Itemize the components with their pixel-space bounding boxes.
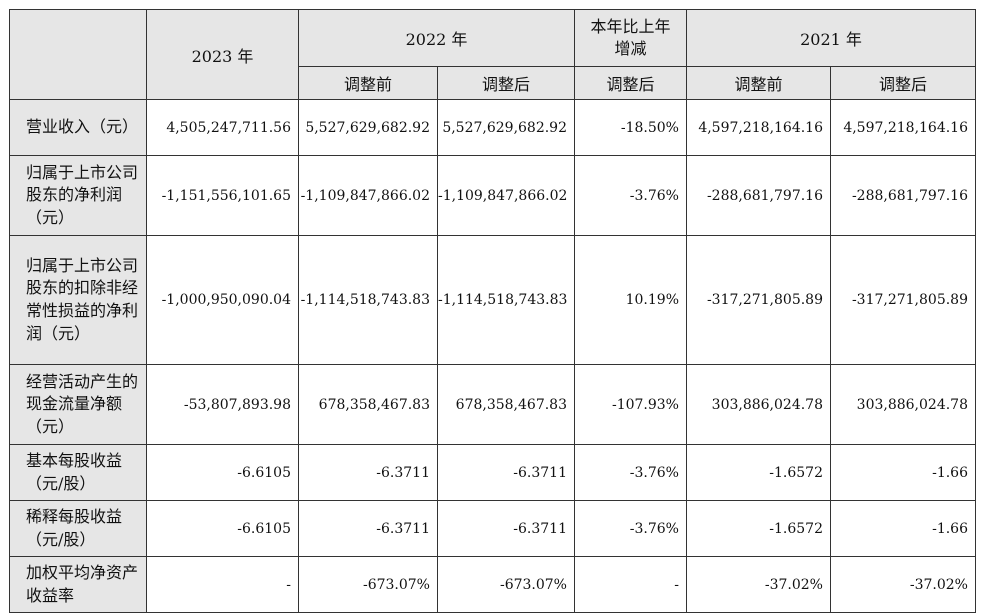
cell-change: -3.76% [574, 155, 687, 236]
cell-2021-before: -37.02% [686, 556, 831, 613]
cell-2021-before: -1.6572 [686, 500, 831, 557]
cell-2023: -1,000,950,090.04 [146, 235, 299, 365]
header-change: 本年比上年增减 [574, 9, 687, 67]
header-2023: 2023 年 [146, 9, 299, 100]
cell-2021-after: 303,886,024.78 [830, 364, 976, 445]
cell-2022-after: -1,114,518,743.83 [437, 235, 575, 365]
header-row-years: 2023 年 2022 年 本年比上年增减 2021 年 [9, 9, 976, 100]
header-2021-after: 调整后 [830, 66, 976, 100]
row-label: 归属于上市公司股东的净利润（元） [9, 155, 147, 236]
cell-2021-before: -1.6572 [686, 444, 831, 501]
cell-2021-after: -288,681,797.16 [830, 155, 976, 236]
header-2021: 2021 年 [686, 9, 976, 67]
cell-2022-before: -6.3711 [298, 500, 438, 557]
cell-2021-before: -317,271,805.89 [686, 235, 831, 365]
cell-2021-after: -1.66 [830, 500, 976, 557]
cell-2021-after: -1.66 [830, 444, 976, 501]
cell-change: -18.50% [574, 99, 687, 156]
table-row: 经营活动产生的现金流量净额（元） -53,807,893.98 678,358,… [9, 364, 976, 445]
cell-change: 10.19% [574, 235, 687, 365]
cell-change: -3.76% [574, 500, 687, 557]
cell-2022-before: -673.07% [298, 556, 438, 613]
cell-change: -3.76% [574, 444, 687, 501]
cell-change: -107.93% [574, 364, 687, 445]
cell-2021-after: -37.02% [830, 556, 976, 613]
cell-2021-before: -288,681,797.16 [686, 155, 831, 236]
cell-2023: -6.6105 [146, 444, 299, 501]
cell-2021-before: 4,597,218,164.16 [686, 99, 831, 156]
cell-2022-after: -6.3711 [437, 500, 575, 557]
row-label: 营业收入（元） [9, 99, 147, 156]
cell-2022-before: 5,527,629,682.92 [298, 99, 438, 156]
cell-2023: -1,151,556,101.65 [146, 155, 299, 236]
cell-2023: 4,505,247,711.56 [146, 99, 299, 156]
table-row: 归属于上市公司股东的扣除非经常性损益的净利润（元） -1,000,950,090… [9, 235, 976, 365]
row-label: 加权平均净资产收益率 [9, 556, 147, 613]
cell-2022-after: 5,527,629,682.92 [437, 99, 575, 156]
cell-2022-after: -6.3711 [437, 444, 575, 501]
header-2021-before: 调整前 [686, 66, 831, 100]
table-row: 稀释每股收益（元/股） -6.6105 -6.3711 -6.3711 -3.7… [9, 500, 976, 557]
table-row: 营业收入（元） 4,505,247,711.56 5,527,629,682.9… [9, 99, 976, 156]
header-corner [9, 9, 147, 100]
cell-2021-before: 303,886,024.78 [686, 364, 831, 445]
header-2022-before: 调整前 [298, 66, 438, 100]
cell-2022-before: -6.3711 [298, 444, 438, 501]
table-row: 归属于上市公司股东的净利润（元） -1,151,556,101.65 -1,10… [9, 155, 976, 236]
financial-summary-table: 2023 年 2022 年 本年比上年增减 2021 年 调整前 调整后 调整后… [9, 9, 976, 613]
cell-2021-after: 4,597,218,164.16 [830, 99, 976, 156]
row-label: 稀释每股收益（元/股） [9, 500, 147, 557]
header-change-after: 调整后 [574, 66, 687, 100]
row-label: 基本每股收益（元/股） [9, 444, 147, 501]
cell-2023: -53,807,893.98 [146, 364, 299, 445]
cell-2023: -6.6105 [146, 500, 299, 557]
table-row: 加权平均净资产收益率 - -673.07% -673.07% - -37.02%… [9, 556, 976, 613]
cell-2022-before: -1,109,847,866.02 [298, 155, 438, 236]
cell-2022-after: -673.07% [437, 556, 575, 613]
row-label: 经营活动产生的现金流量净额（元） [9, 364, 147, 445]
cell-2021-after: -317,271,805.89 [830, 235, 976, 365]
cell-2022-after: -1,109,847,866.02 [437, 155, 575, 236]
header-2022: 2022 年 [298, 9, 575, 67]
header-2022-after: 调整后 [437, 66, 575, 100]
header-row-sub: 调整前 调整后 调整后 调整前 调整后 [10, 66, 976, 100]
cell-2022-before: -1,114,518,743.83 [298, 235, 438, 365]
row-label: 归属于上市公司股东的扣除非经常性损益的净利润（元） [9, 235, 147, 365]
cell-2023: - [146, 556, 299, 613]
cell-change: - [574, 556, 687, 613]
cell-2022-before: 678,358,467.83 [298, 364, 438, 445]
cell-2022-after: 678,358,467.83 [437, 364, 575, 445]
table-row: 基本每股收益（元/股） -6.6105 -6.3711 -6.3711 -3.7… [9, 444, 976, 501]
